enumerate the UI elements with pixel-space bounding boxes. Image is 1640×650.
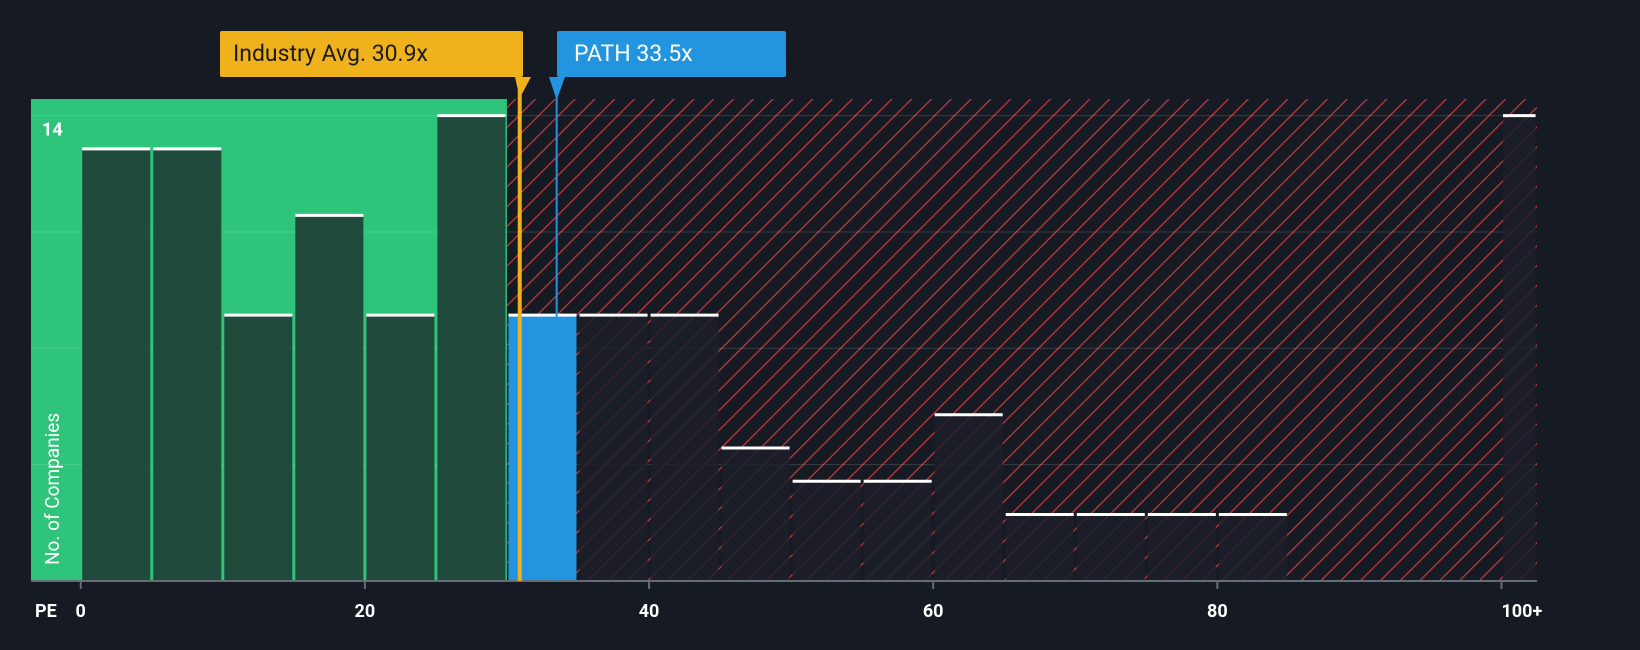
x-tick-label: 40 [639,601,660,622]
annotation-box [220,31,523,77]
annotation-pointer [515,77,531,98]
bar [1005,514,1074,581]
bar [82,148,151,582]
x-tick-label: 60 [923,601,944,622]
annotation-label: Industry Avg. 30.9x [233,40,428,67]
bar [1502,115,1536,581]
bar [650,315,719,581]
bar [579,315,648,581]
y-axis-label: No. of Companies [41,413,64,565]
bar [153,148,222,582]
bar [721,448,790,581]
bar [1218,514,1287,581]
bar [934,414,1003,581]
bar [863,481,932,581]
x-tick-label: 100+ [1501,601,1542,622]
bar [792,481,861,581]
annotation-label: PATH 33.5x [574,40,693,67]
x-axis-label: PE [35,601,57,622]
x-tick-label: 20 [355,601,376,622]
x-tick-label: 80 [1207,601,1228,622]
annotation-box [557,31,786,77]
bar [437,115,506,581]
bar [224,315,293,581]
y-tick-label: 14 [42,119,63,140]
annotation-pointer [549,77,565,100]
bar [1147,514,1216,581]
bar [366,315,435,581]
x-tick-label: 0 [76,601,86,622]
bar [295,215,364,581]
bar [1076,514,1145,581]
